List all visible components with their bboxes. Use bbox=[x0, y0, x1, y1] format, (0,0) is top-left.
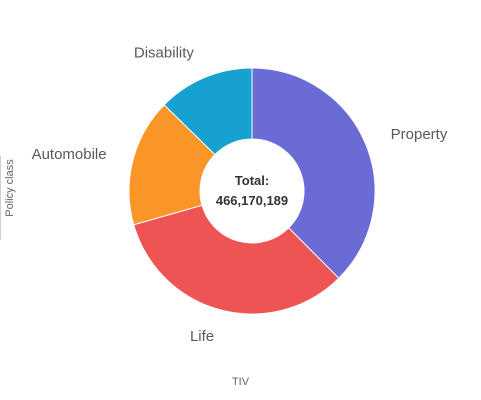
slice-label-property: Property bbox=[391, 126, 448, 143]
slice-label-automobile: Automobile bbox=[32, 146, 107, 163]
slice-property[interactable] bbox=[251, 67, 376, 279]
slice-label-life: Life bbox=[190, 328, 214, 345]
x-axis-label: TIV bbox=[231, 376, 250, 388]
slice-label-disability: Disability bbox=[134, 45, 195, 62]
slice-disability[interactable] bbox=[163, 67, 253, 156]
center-total-label: Total: bbox=[235, 173, 269, 188]
slice-labels-group: Property Life Automobile Disability bbox=[32, 45, 448, 345]
slice-automobile[interactable] bbox=[128, 104, 216, 226]
slices-group bbox=[128, 67, 376, 315]
center-total-value: 466,170,189 bbox=[216, 193, 288, 208]
slice-life[interactable] bbox=[133, 204, 340, 315]
legend-divider bbox=[0, 156, 1, 240]
